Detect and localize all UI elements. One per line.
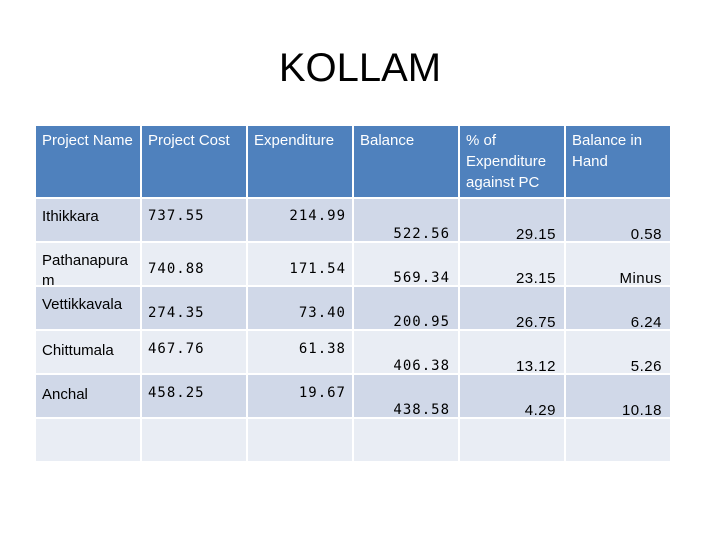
cell-project-cost: 467.76 (142, 331, 248, 375)
cell-balance-in-hand: 0.58 (566, 199, 672, 243)
balance: 406.38 (393, 358, 450, 374)
percent-expenditure: 4.29 (524, 402, 556, 419)
empty-cell (36, 419, 142, 463)
table-row: Pathanapuram 740.88 171.54 569.34 23.15 … (36, 243, 672, 287)
empty-cell (354, 419, 460, 463)
cell-balance: 438.58 (354, 375, 460, 419)
header-balance-in-hand: Balance in Hand (566, 126, 672, 199)
cell-balance-in-hand: 5.26 (566, 331, 672, 375)
project-name: Pathanapuram (42, 252, 128, 287)
cell-expenditure: 171.54 (248, 243, 354, 287)
empty-cell (460, 419, 566, 463)
balance: 438.58 (393, 402, 450, 418)
header-project-name: Project Name (36, 126, 142, 199)
table-row: Ithikkara 737.55 214.99 522.56 29.15 0.5… (36, 199, 672, 243)
balance: 200.95 (393, 314, 450, 330)
cell-project-name: Anchal (36, 375, 142, 419)
table-row: Anchal 458.25 19.67 438.58 4.29 10.18 (36, 375, 672, 419)
header-percent-expenditure: % of Expenditure against PC (460, 126, 566, 199)
expenditure: 19.67 (298, 385, 346, 401)
cell-balance-in-hand: 10.18 (566, 375, 672, 419)
cell-expenditure: 73.40 (248, 287, 354, 331)
percent-expenditure: 29.15 (515, 226, 556, 243)
balance-in-hand: 6.24 (630, 314, 662, 331)
table-row: Chittumala 467.76 61.38 406.38 13.12 5.2… (36, 331, 672, 375)
expenditure: 73.40 (298, 305, 346, 321)
expenditure: 61.38 (298, 341, 346, 357)
cell-balance: 569.34 (354, 243, 460, 287)
empty-cell (142, 419, 248, 463)
cell-expenditure: 19.67 (248, 375, 354, 419)
percent-expenditure: 13.12 (515, 358, 556, 375)
cell-balance: 200.95 (354, 287, 460, 331)
project-name: Anchal (42, 386, 88, 403)
cell-percent-expenditure: 4.29 (460, 375, 566, 419)
balance-in-hand: Minus (619, 270, 662, 287)
page-title: KOLLAM (278, 46, 442, 90)
cell-project-cost: 740.88 (142, 243, 248, 287)
cell-expenditure: 214.99 (248, 199, 354, 243)
project-name: Chittumala (42, 342, 114, 359)
expenditure: 214.99 (289, 208, 346, 224)
cell-percent-expenditure: 23.15 (460, 243, 566, 287)
cell-project-cost: 737.55 (142, 199, 248, 243)
cell-percent-expenditure: 26.75 (460, 287, 566, 331)
balance-in-hand: 5.26 (630, 358, 662, 375)
cell-balance-in-hand: 6.24 (566, 287, 672, 331)
project-cost: 467.76 (148, 341, 205, 357)
header-balance: Balance (354, 126, 460, 199)
table-header-row: Project Name Project Cost Expenditure Ba… (36, 126, 672, 199)
cell-project-cost: 458.25 (142, 375, 248, 419)
cell-project-name: Vettikkavala (36, 287, 142, 331)
table-row: Vettikkavala 274.35 73.40 200.95 26.75 6… (36, 287, 672, 331)
balance: 522.56 (393, 226, 450, 242)
cell-percent-expenditure: 13.12 (460, 331, 566, 375)
empty-cell (566, 419, 672, 463)
project-cost: 458.25 (148, 385, 205, 401)
table-row-empty (36, 419, 672, 463)
project-cost: 737.55 (148, 208, 205, 224)
percent-expenditure: 23.15 (515, 270, 556, 287)
balance-in-hand: 0.58 (630, 226, 662, 243)
project-cost: 274.35 (148, 305, 205, 321)
project-name: Ithikkara (42, 208, 99, 225)
cell-expenditure: 61.38 (248, 331, 354, 375)
balance: 569.34 (393, 270, 450, 286)
empty-cell (248, 419, 354, 463)
percent-expenditure: 26.75 (515, 314, 556, 331)
cell-project-name: Chittumala (36, 331, 142, 375)
expenditure: 171.54 (289, 261, 346, 277)
cell-balance-in-hand: Minus (566, 243, 672, 287)
header-project-cost: Project Cost (142, 126, 248, 199)
header-expenditure: Expenditure (248, 126, 354, 199)
cell-percent-expenditure: 29.15 (460, 199, 566, 243)
project-name: Vettikkavala (42, 296, 123, 313)
project-cost: 740.88 (148, 261, 205, 277)
cell-project-name: Pathanapuram (36, 243, 142, 287)
cell-balance: 522.56 (354, 199, 460, 243)
cell-project-name: Ithikkara (36, 199, 142, 243)
balance-in-hand: 10.18 (621, 402, 662, 419)
kollam-project-table: Project Name Project Cost Expenditure Ba… (36, 126, 672, 463)
cell-project-cost: 274.35 (142, 287, 248, 331)
cell-balance: 406.38 (354, 331, 460, 375)
